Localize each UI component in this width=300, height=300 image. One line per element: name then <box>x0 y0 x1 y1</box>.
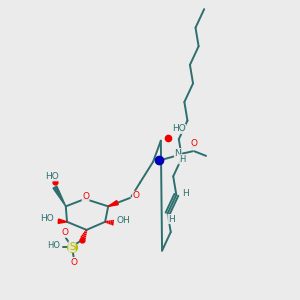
Text: O: O <box>133 191 140 200</box>
Text: HO: HO <box>45 172 59 181</box>
Polygon shape <box>108 201 118 206</box>
Text: S: S <box>69 242 75 252</box>
Text: HO: HO <box>47 242 60 250</box>
Text: O: O <box>82 192 89 201</box>
Text: OH: OH <box>117 216 130 225</box>
Text: H: H <box>182 189 189 198</box>
Text: N: N <box>175 148 181 158</box>
Text: H: H <box>179 155 185 164</box>
Text: O: O <box>191 139 198 148</box>
Text: H: H <box>168 214 175 224</box>
Text: HO: HO <box>172 124 186 134</box>
Text: O: O <box>70 258 77 267</box>
Text: HO: HO <box>40 214 54 223</box>
Polygon shape <box>53 186 66 206</box>
Polygon shape <box>58 219 67 224</box>
Text: O: O <box>62 228 69 237</box>
